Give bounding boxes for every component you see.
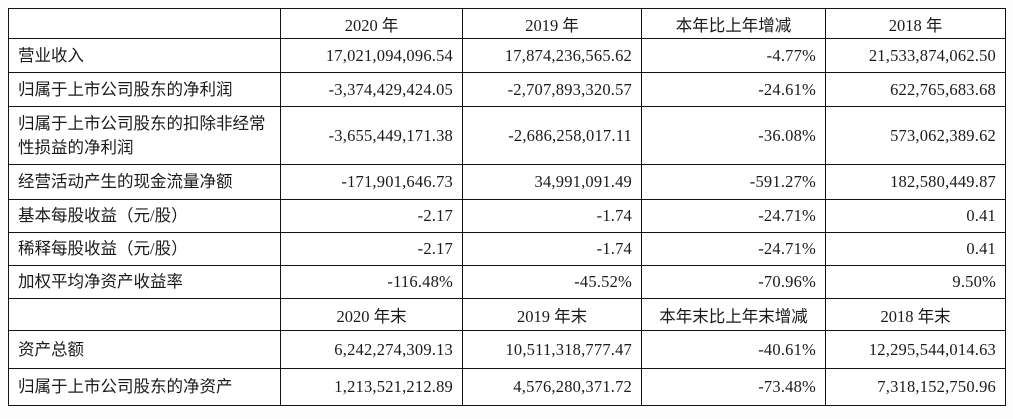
table-row-revenue: 营业收入 17,021,094,096.54 17,874,236,565.62… (8, 38, 1006, 73)
header-2019: 2019 年 (462, 8, 642, 39)
table-row-basic-eps: 基本每股收益（元/股） -2.17 -1.74 -24.71% 0.41 (8, 199, 1006, 233)
header-2018: 2018 年 (825, 8, 1006, 39)
value-cell: 622,765,683.68 (825, 72, 1006, 107)
header-2020: 2020 年 (280, 8, 463, 39)
value-cell: -45.52% (462, 265, 642, 299)
value-cell: -2.17 (280, 199, 463, 233)
value-cell: -1.74 (462, 199, 642, 233)
value-cell: -2,686,258,017.11 (462, 106, 642, 165)
corner-cell (8, 298, 281, 331)
row-label: 营业收入 (8, 38, 281, 73)
value-cell: -36.08% (641, 106, 826, 165)
annual-header-row: 2020 年 2019 年 本年比上年增减 2018 年 (8, 8, 1006, 39)
row-label: 基本每股收益（元/股） (8, 199, 281, 233)
value-cell: -70.96% (641, 265, 826, 299)
row-label: 归属于上市公司股东的扣除非经常性损益的净利润 (8, 106, 281, 165)
header-yoy-change: 本年比上年增减 (641, 8, 826, 39)
header-yoy-end-change: 本年末比上年末增减 (641, 298, 826, 331)
table-row-net-profit-excl-nonrecurring: 归属于上市公司股东的扣除非经常性损益的净利润 -3,655,449,171.38… (8, 106, 1006, 165)
key-financials-table: 2020 年 2019 年 本年比上年增减 2018 年 营业收入 17,021… (8, 8, 1006, 406)
value-cell: -2,707,893,320.57 (462, 72, 642, 107)
value-cell: -24.61% (641, 72, 826, 107)
table-row-net-profit: 归属于上市公司股东的净利润 -3,374,429,424.05 -2,707,8… (8, 72, 1006, 107)
value-cell: -3,374,429,424.05 (280, 72, 463, 107)
row-label: 加权平均净资产收益率 (8, 265, 281, 299)
period-end-header-row: 2020 年末 2019 年末 本年末比上年末增减 2018 年末 (8, 298, 1006, 331)
value-cell: -116.48% (280, 265, 463, 299)
row-label: 资产总额 (8, 330, 281, 369)
header-2019-end: 2019 年末 (462, 298, 642, 331)
value-cell: 182,580,449.87 (825, 164, 1006, 200)
value-cell: -73.48% (641, 368, 826, 406)
value-cell: 573,062,389.62 (825, 106, 1006, 165)
value-cell: 17,874,236,565.62 (462, 38, 642, 73)
value-cell: -171,901,646.73 (280, 164, 463, 200)
table-row-net-assets: 归属于上市公司股东的净资产 1,213,521,212.89 4,576,280… (8, 368, 1006, 406)
value-cell: 4,576,280,371.72 (462, 368, 642, 406)
table-row-diluted-eps: 稀释每股收益（元/股） -2.17 -1.74 -24.71% 0.41 (8, 232, 1006, 266)
value-cell: 0.41 (825, 232, 1006, 266)
value-cell: 9.50% (825, 265, 1006, 299)
table-row-weighted-avg-roe: 加权平均净资产收益率 -116.48% -45.52% -70.96% 9.50… (8, 265, 1006, 299)
header-2020-end: 2020 年末 (280, 298, 463, 331)
table-row-operating-cash-flow: 经营活动产生的现金流量净额 -171,901,646.73 34,991,091… (8, 164, 1006, 200)
value-cell: 1,213,521,212.89 (280, 368, 463, 406)
value-cell: -1.74 (462, 232, 642, 266)
value-cell: 12,295,544,014.63 (825, 330, 1006, 369)
value-cell: 7,318,152,750.96 (825, 368, 1006, 406)
row-label: 归属于上市公司股东的净资产 (8, 368, 281, 406)
value-cell: 6,242,274,309.13 (280, 330, 463, 369)
value-cell: 21,533,874,062.50 (825, 38, 1006, 73)
value-cell: -591.27% (641, 164, 826, 200)
value-cell: 34,991,091.49 (462, 164, 642, 200)
value-cell: 10,511,318,777.47 (462, 330, 642, 369)
row-label: 稀释每股收益（元/股） (8, 232, 281, 266)
value-cell: -24.71% (641, 232, 826, 266)
value-cell: -4.77% (641, 38, 826, 73)
header-2018-end: 2018 年末 (825, 298, 1006, 331)
value-cell: -2.17 (280, 232, 463, 266)
value-cell: 17,021,094,096.54 (280, 38, 463, 73)
value-cell: -3,655,449,171.38 (280, 106, 463, 165)
row-label: 经营活动产生的现金流量净额 (8, 164, 281, 200)
value-cell: -40.61% (641, 330, 826, 369)
value-cell: -24.71% (641, 199, 826, 233)
table-row-total-assets: 资产总额 6,242,274,309.13 10,511,318,777.47 … (8, 330, 1006, 369)
row-label: 归属于上市公司股东的净利润 (8, 72, 281, 107)
value-cell: 0.41 (825, 199, 1006, 233)
corner-cell (8, 8, 281, 39)
